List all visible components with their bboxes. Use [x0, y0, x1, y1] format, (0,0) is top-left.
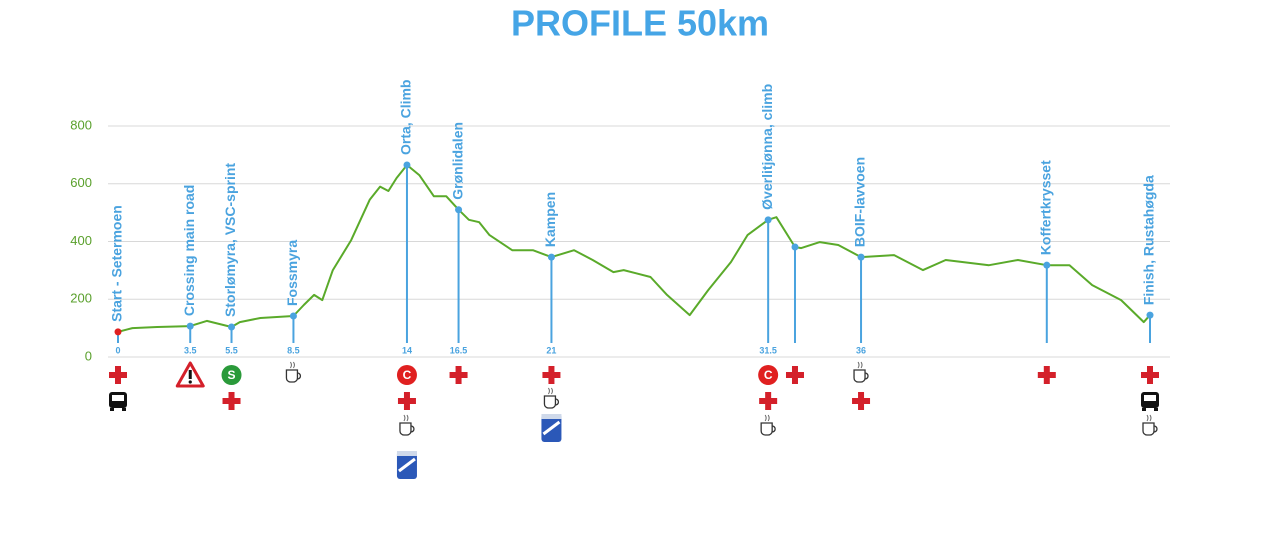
station: Storlømyra, VSC-sprint S — [221, 163, 242, 410]
x-tick-label: 5.5 — [225, 345, 238, 355]
aid-station-icon — [449, 366, 468, 384]
station-label: Orta, Climb — [398, 80, 414, 155]
station-label: BOIF-lavvoen — [852, 157, 868, 247]
coffee-steam — [857, 361, 863, 369]
aid-station-icon — [785, 366, 804, 384]
coffee-icon — [543, 395, 560, 409]
aid-station-icon — [222, 392, 241, 410]
y-tick-label: 600 — [70, 175, 92, 190]
station: Finish, Rustahøgda — [1141, 175, 1159, 436]
x-tick-label: 8.5 — [287, 345, 300, 355]
badge-label: S — [228, 368, 236, 382]
x-tick-label: 0 — [115, 345, 120, 355]
y-tick-label: 200 — [70, 291, 92, 306]
station-label: Finish, Rustahøgda — [1141, 175, 1157, 305]
aid-station-icon — [397, 392, 416, 410]
station-label: Grønlidalen — [449, 122, 465, 200]
aid-station-icon — [852, 392, 871, 410]
station: Orta, Climb C — [396, 80, 417, 479]
coffee-icon — [760, 422, 776, 436]
station-dot — [289, 312, 297, 320]
y-tick-label: 400 — [70, 233, 92, 248]
coffee-icon — [399, 422, 415, 436]
bus-window — [112, 395, 124, 401]
x-tick-label: 31.5 — [759, 345, 777, 355]
station-dot — [791, 243, 799, 251]
wax-stripe — [398, 457, 416, 473]
station-label: Fossmyra — [284, 240, 300, 306]
station: Kampen — [541, 192, 562, 442]
bus-wheel — [110, 408, 114, 411]
chart-title: PROFILE 50km — [511, 3, 769, 44]
aid-station-icon — [1141, 366, 1159, 384]
bus-wheel — [1154, 408, 1158, 411]
x-tick-label: 36 — [856, 345, 866, 355]
station-label: Øverlitjønna, climb — [759, 84, 775, 210]
station-dot — [228, 323, 236, 331]
station-dot — [547, 253, 555, 261]
y-tick-label: 0 — [85, 348, 92, 363]
station: Start - Setermoen — [109, 205, 127, 411]
station — [785, 243, 804, 384]
station-dot — [455, 206, 463, 214]
station-dot — [403, 161, 411, 169]
coffee-icon — [285, 369, 302, 383]
station: Fossmyra — [284, 240, 302, 383]
station: Koffertkrysset — [1038, 160, 1056, 384]
bus-wheel — [1142, 408, 1146, 411]
station-dot — [764, 216, 772, 224]
station: Crossing main road — [175, 185, 205, 388]
station-label: Kampen — [542, 192, 558, 247]
coffee-icon — [1142, 422, 1158, 436]
station-dot — [1043, 261, 1051, 269]
coffee-steam — [764, 414, 770, 422]
x-tick-label: 14 — [402, 345, 412, 355]
station-dot — [114, 328, 122, 336]
coffee-steam — [548, 387, 553, 395]
station: BOIF-lavvoen — [852, 157, 871, 410]
coffee-icon — [853, 369, 869, 383]
x-tick-label: 16.5 — [450, 345, 468, 355]
aid-station-icon — [542, 366, 561, 384]
station-label: Crossing main road — [181, 185, 197, 316]
station: Øverlitjønna, climb C — [758, 84, 779, 436]
coffee-steam — [290, 361, 295, 369]
badge-icon — [758, 365, 779, 385]
wax-cap — [396, 451, 417, 456]
badge-label: C — [403, 368, 412, 382]
x-tick-label: 3.5 — [184, 345, 197, 355]
aid-station-icon — [759, 392, 778, 410]
aid-station-icon — [109, 366, 127, 384]
station-label: Koffertkrysset — [1038, 160, 1054, 255]
station-label: Start - Setermoen — [109, 205, 125, 322]
warning-dot — [188, 380, 192, 384]
wax-cap — [541, 414, 562, 419]
station-dot — [1146, 311, 1154, 319]
badge-label: C — [764, 368, 773, 382]
x-tick-label: 21 — [546, 345, 556, 355]
bus-wheel — [122, 408, 126, 411]
aid-station-icon — [1037, 366, 1056, 384]
station-label: Storlømyra, VSC-sprint — [222, 163, 238, 317]
station-dot — [186, 322, 194, 330]
badge-icon — [221, 365, 242, 385]
station: Grønlidalen — [449, 122, 468, 384]
station-dot — [857, 253, 865, 261]
badge-icon — [396, 365, 417, 385]
bus-window — [1144, 395, 1156, 401]
warning-mark — [188, 370, 192, 379]
coffee-steam — [403, 414, 409, 422]
wax-stripe — [542, 420, 561, 436]
coffee-steam — [1146, 414, 1152, 422]
y-tick-label: 800 — [70, 117, 92, 132]
elevation-line — [117, 164, 1151, 333]
